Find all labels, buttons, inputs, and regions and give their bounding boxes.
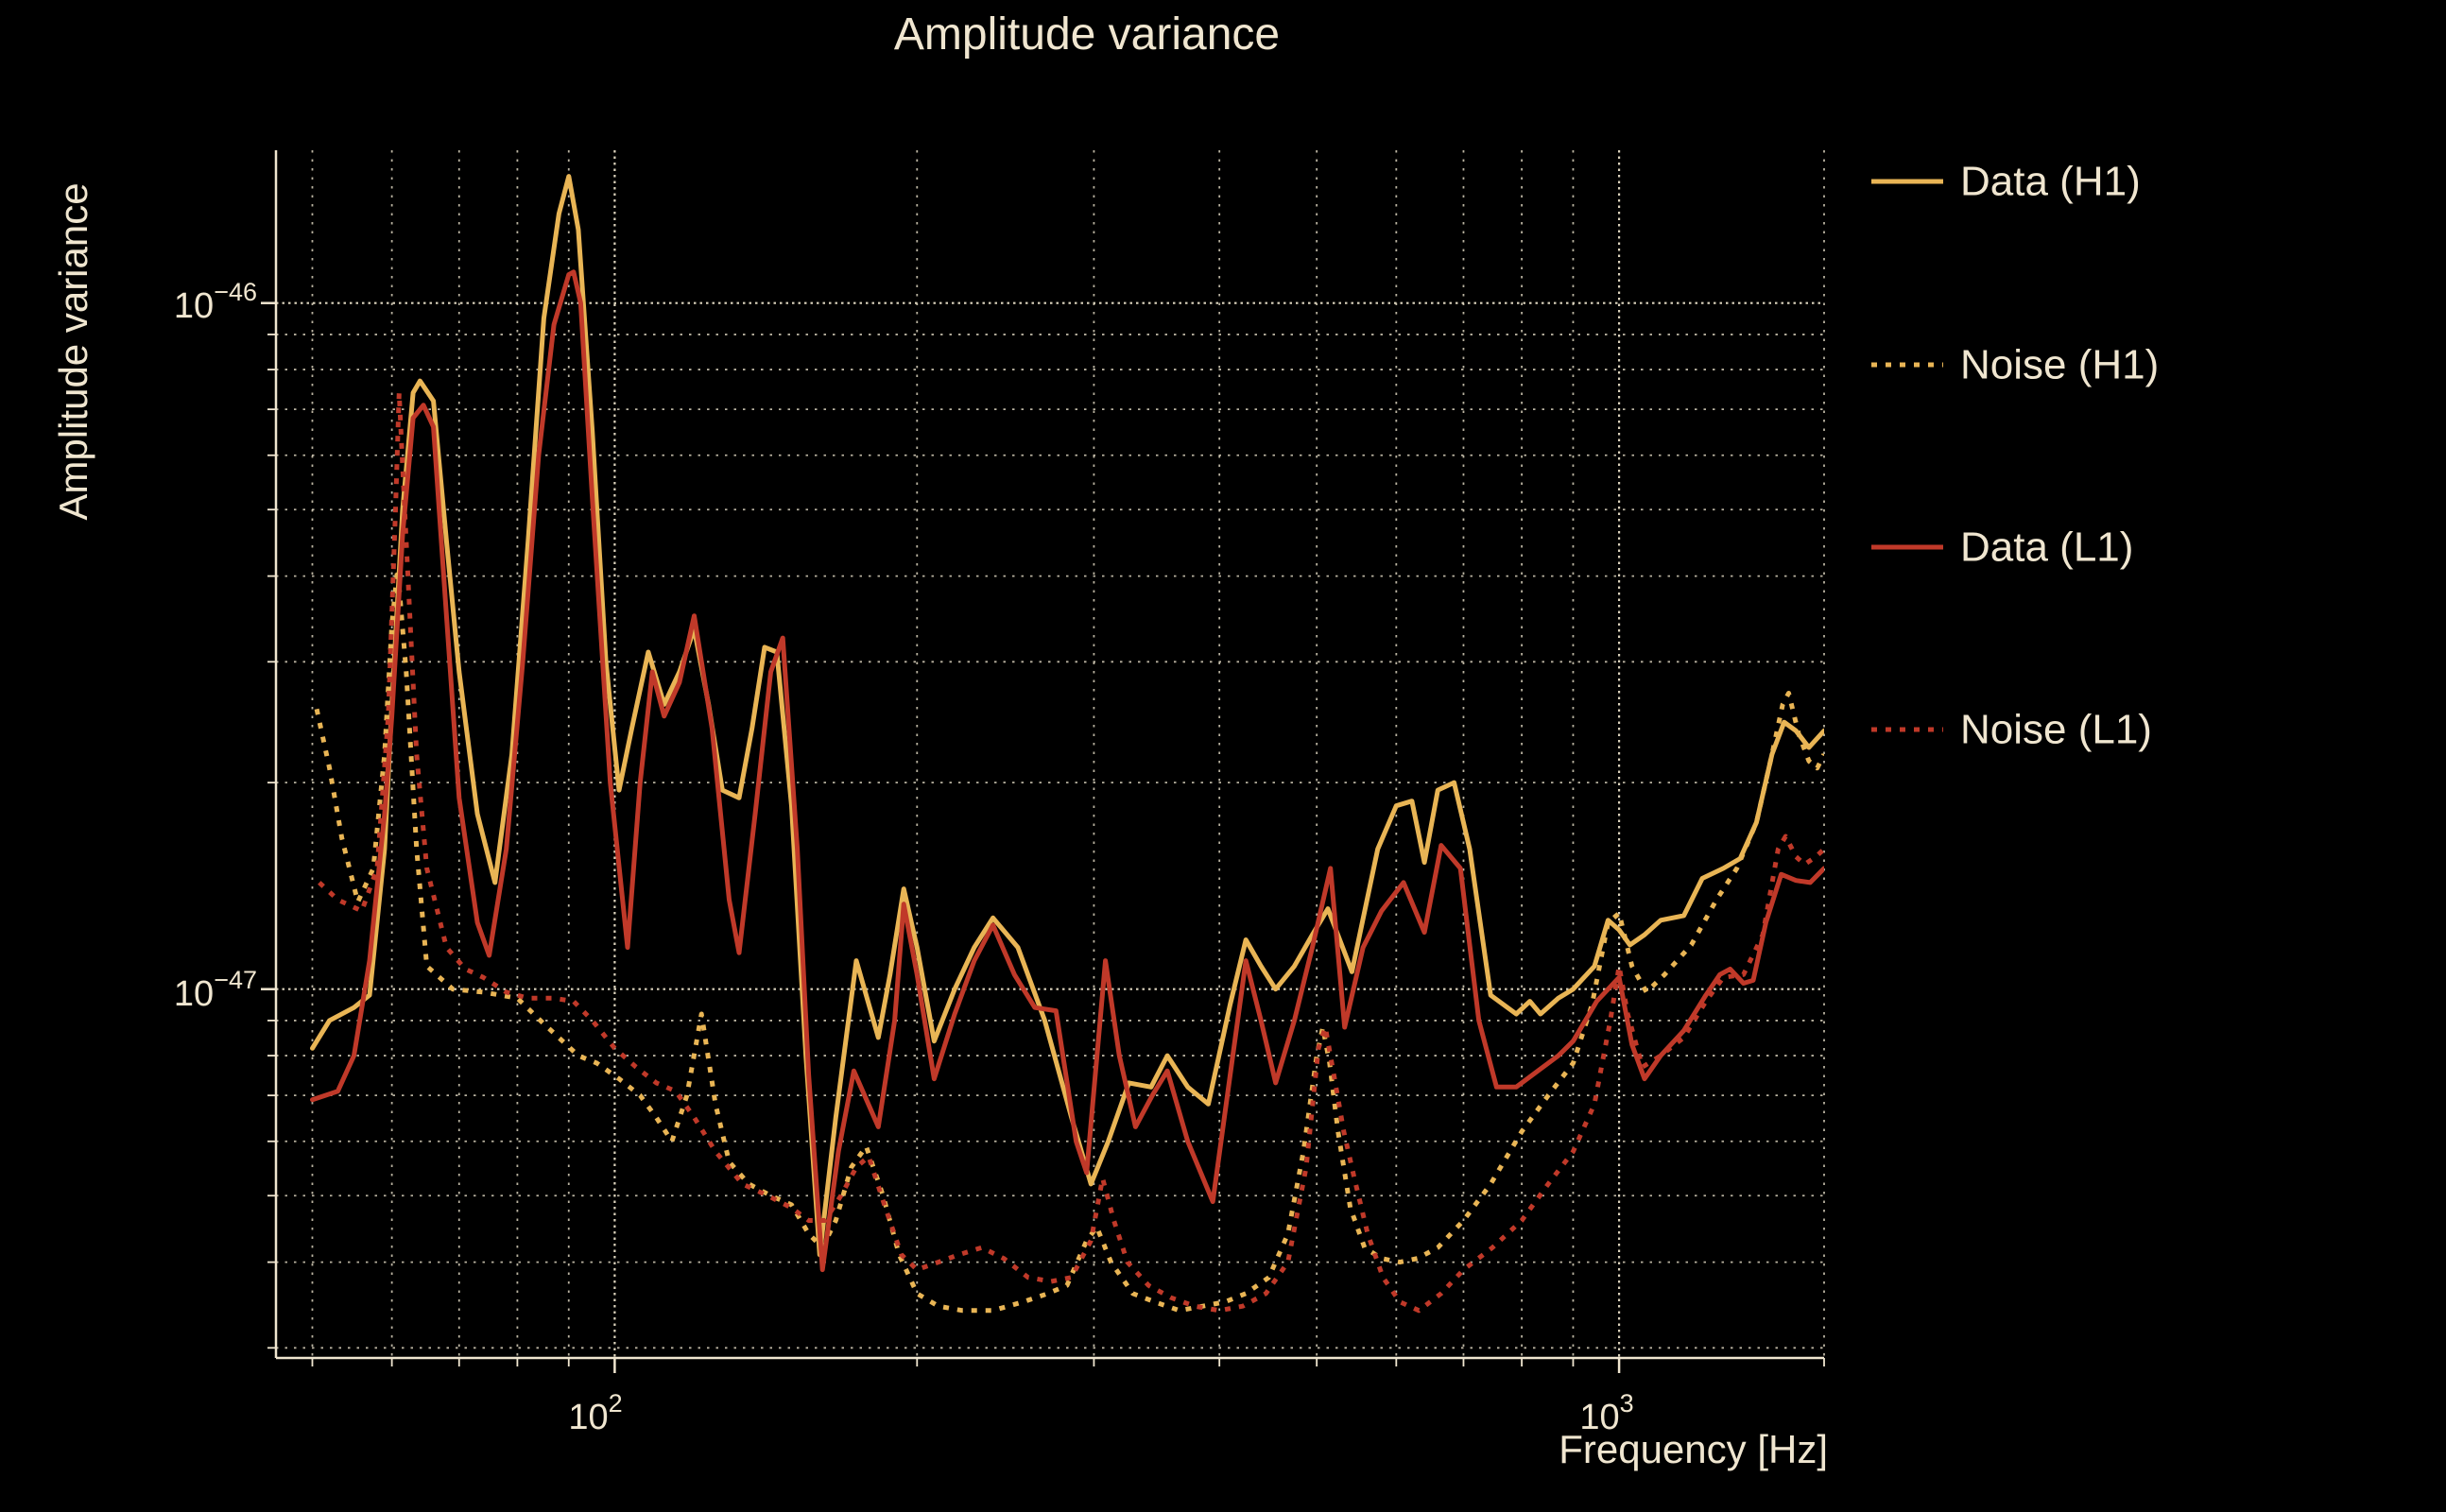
legend: Data (H1) Noise (H1) Data (L1) Noise (L1… [1871,159,2159,753]
x-tick-base: 10 [1579,1398,1619,1437]
y-tick-exponent: −47 [214,966,257,994]
y-tick-label-1e-46: 10−46 [174,278,257,326]
legend-label-data-h1: Data (H1) [1960,159,2141,205]
x-tick-label-100: 102 [568,1389,622,1437]
legend-item-data-h1: Data (H1) [1871,159,2141,205]
plot-area [276,150,1824,1358]
x-axis-label: Frequency [Hz] [1559,1427,1828,1471]
x-tick-exponent: 2 [609,1389,623,1418]
x-tick-label-1000: 103 [1579,1389,1633,1437]
chart-title: Amplitude variance [894,9,1280,60]
legend-label-data-l1: Data (L1) [1960,524,2133,571]
legend-label-noise-h1: Noise (H1) [1960,342,2159,388]
y-tick-exponent: −46 [214,278,257,306]
legend-item-data-l1: Data (L1) [1871,524,2133,571]
axes-spines [274,150,1824,1360]
series-line-noise-h1 [314,566,1824,1314]
legend-label-noise-l1: Noise (L1) [1960,707,2152,753]
y-tick-base: 10 [174,286,214,326]
series-lines [310,174,1824,1314]
y-tick-base: 10 [174,974,214,1014]
y-tick-label-1e-47: 10−47 [174,966,257,1014]
legend-item-noise-l1: Noise (L1) [1871,707,2152,753]
x-tick-exponent: 3 [1620,1389,1634,1418]
series-line-data-l1 [310,269,1824,1273]
series-line-data-h1 [310,174,1824,1258]
y-axis-label: Amplitude variance [51,182,95,520]
legend-item-noise-h1: Noise (H1) [1871,342,2159,388]
series-line-noise-l1 [318,390,1824,1314]
axis-tick-marks [261,301,1825,1373]
x-tick-base: 10 [568,1398,608,1437]
